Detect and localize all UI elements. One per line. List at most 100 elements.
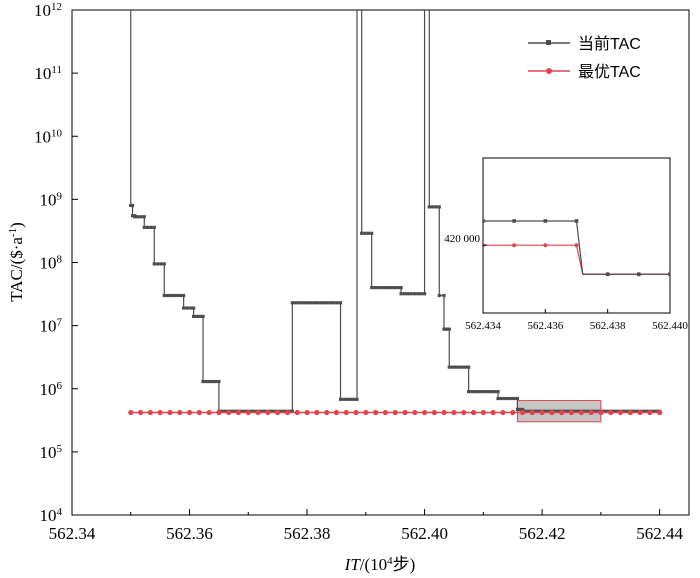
series-current-point bbox=[515, 407, 520, 412]
series-current-point bbox=[537, 409, 541, 413]
series-current-point bbox=[434, 205, 438, 209]
series-current-point bbox=[654, 409, 659, 413]
series-current-point bbox=[322, 301, 327, 305]
series-current-point bbox=[454, 365, 458, 369]
series-current-point bbox=[162, 262, 166, 266]
series-current-point bbox=[515, 396, 520, 401]
series-current-point bbox=[133, 215, 137, 219]
series-current-point bbox=[467, 390, 471, 394]
series-current-point bbox=[584, 409, 588, 413]
series-current-point bbox=[419, 292, 423, 296]
inset-x-tick-label: 562.438 bbox=[590, 320, 626, 332]
series-current-point bbox=[396, 286, 400, 290]
series-current-point bbox=[204, 379, 208, 384]
series-current-point bbox=[149, 225, 153, 229]
series-current-point bbox=[437, 293, 441, 298]
series-current-point bbox=[370, 286, 374, 290]
series-optimal-point bbox=[647, 409, 653, 416]
series-current-point bbox=[506, 396, 510, 401]
inset-x-tick-label: 562.434 bbox=[465, 320, 501, 332]
series-optimal-point bbox=[392, 409, 398, 416]
series-current-point bbox=[192, 314, 196, 319]
series-current-point bbox=[427, 205, 431, 209]
inset-x-tick-label: 562.436 bbox=[527, 320, 563, 332]
series-optimal-point bbox=[128, 409, 134, 416]
x-tick-label: 562.36 bbox=[166, 524, 213, 543]
series-current-point bbox=[373, 286, 377, 290]
series-optimal-point bbox=[608, 409, 614, 416]
series-current-point bbox=[210, 379, 215, 384]
series-current-point bbox=[303, 301, 307, 305]
series-current-point bbox=[290, 409, 294, 413]
series-optimal-point bbox=[265, 409, 271, 416]
series-optimal-point bbox=[549, 409, 555, 416]
y-tick-label: 106 bbox=[40, 380, 63, 399]
series-optimal-point bbox=[284, 409, 291, 416]
series-current-point bbox=[379, 286, 384, 290]
series-optimal-point bbox=[294, 409, 300, 416]
series-current-point bbox=[645, 409, 649, 413]
series-optimal-point bbox=[353, 409, 359, 416]
series-optimal-point bbox=[255, 409, 261, 416]
x-tick-label: 562.34 bbox=[49, 524, 96, 543]
series-current-point bbox=[556, 409, 560, 413]
series-optimal-point bbox=[382, 409, 388, 416]
series-current-point bbox=[146, 225, 150, 229]
series-current-point bbox=[348, 397, 353, 401]
series-optimal-point bbox=[578, 409, 584, 416]
series-current-point bbox=[626, 409, 630, 413]
series-current-point bbox=[632, 409, 636, 413]
series-current-point bbox=[297, 301, 301, 305]
legend-label-current: 当前TAC bbox=[578, 35, 641, 53]
series-current-point bbox=[355, 397, 359, 401]
series-optimal-point bbox=[412, 409, 418, 416]
series-current-point bbox=[366, 231, 370, 235]
series-current-point bbox=[370, 231, 374, 235]
series-current-point bbox=[399, 292, 403, 296]
legend-label-optimal: 最优TAC bbox=[578, 63, 641, 81]
series-current-point bbox=[416, 292, 420, 296]
series-optimal-point bbox=[226, 409, 232, 416]
series-current-point bbox=[518, 407, 522, 412]
x-tick-label: 562.38 bbox=[284, 524, 331, 543]
y-tick-label: 1010 bbox=[34, 127, 63, 146]
series-current-point bbox=[271, 409, 275, 413]
series-current-point bbox=[363, 231, 367, 235]
y-tick-label: 105 bbox=[40, 443, 63, 462]
series-current-point bbox=[293, 301, 298, 305]
series-optimal-point bbox=[216, 409, 222, 416]
y-tick-label: 107 bbox=[40, 317, 63, 336]
series-current-point bbox=[480, 390, 484, 394]
series-optimal-point bbox=[206, 409, 212, 416]
inset-frame bbox=[482, 157, 671, 314]
series-current-point bbox=[486, 390, 490, 394]
series-optimal-point bbox=[235, 409, 242, 416]
series-current-point bbox=[310, 301, 314, 305]
y-tick-label: 1011 bbox=[34, 64, 62, 83]
series-current-point bbox=[399, 286, 403, 290]
series-current-point bbox=[192, 306, 196, 310]
series-optimal-point bbox=[617, 409, 624, 416]
series-current-point bbox=[262, 409, 266, 413]
series-optimal-point bbox=[373, 409, 379, 416]
series-current-point bbox=[493, 390, 497, 394]
series-current-point bbox=[201, 379, 205, 384]
series-optimal-point bbox=[343, 409, 349, 416]
series-current-point bbox=[524, 409, 528, 413]
series-current-point bbox=[159, 262, 163, 266]
series-current-point bbox=[594, 409, 598, 413]
series-current-point bbox=[447, 327, 451, 331]
series-current-point bbox=[496, 396, 500, 401]
series-optimal-point bbox=[363, 409, 369, 416]
series-optimal-point bbox=[568, 409, 575, 416]
series-optimal-point bbox=[402, 409, 408, 416]
series-current-point bbox=[175, 293, 179, 298]
series-current-point bbox=[457, 365, 461, 369]
series-current-point bbox=[342, 397, 346, 401]
series-current-point bbox=[169, 293, 173, 298]
series-current-point bbox=[201, 314, 205, 319]
series-optimal-point bbox=[137, 409, 144, 416]
y-tick-label: 109 bbox=[40, 190, 63, 209]
series-current-point bbox=[195, 314, 199, 319]
series-current-point bbox=[442, 327, 446, 331]
